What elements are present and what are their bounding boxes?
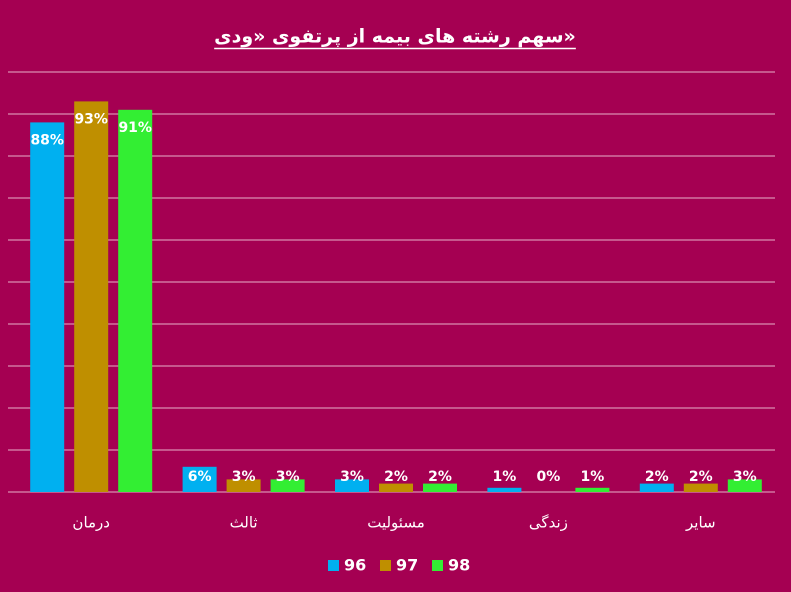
x-tick-label: زندگی xyxy=(529,514,568,532)
data-label: 6% xyxy=(188,469,212,485)
data-label: 0% xyxy=(537,469,561,485)
x-tick-label: درمان xyxy=(72,514,110,532)
bar xyxy=(270,479,305,492)
data-label: 2% xyxy=(689,469,713,485)
bar xyxy=(335,479,369,492)
bar xyxy=(30,122,65,493)
x-tick-label: سایر xyxy=(685,514,716,532)
x-tick-label: ثالث xyxy=(230,514,258,532)
bar xyxy=(575,487,610,492)
legend-swatch xyxy=(380,560,391,571)
legend-label: 98 xyxy=(448,556,470,575)
chart-title: سهم رشته های بیمه از پرتفوی «ودی» xyxy=(214,26,576,48)
bar xyxy=(182,466,217,492)
bar xyxy=(226,479,261,492)
data-label: 3% xyxy=(276,469,300,485)
bar xyxy=(74,101,109,493)
data-label: 2% xyxy=(645,469,669,485)
data-label: 2% xyxy=(384,469,408,485)
data-label: 3% xyxy=(232,469,256,485)
data-label: 1% xyxy=(493,469,517,485)
bar xyxy=(423,483,457,492)
legend-label: 97 xyxy=(396,556,418,575)
bar xyxy=(683,483,718,492)
bar xyxy=(379,483,413,492)
bar xyxy=(118,109,153,493)
data-label: 3% xyxy=(340,469,364,485)
data-label: 91% xyxy=(118,120,152,136)
x-tick-label: مسئولیت xyxy=(367,514,425,532)
data-label: 93% xyxy=(74,111,108,127)
bar xyxy=(487,487,522,492)
data-label: 2% xyxy=(428,469,452,485)
bar xyxy=(639,483,674,492)
legend-swatch xyxy=(432,560,443,571)
data-label: 1% xyxy=(581,469,605,485)
bar xyxy=(727,479,762,492)
data-label: 88% xyxy=(30,132,64,148)
legend-swatch xyxy=(328,560,339,571)
data-label: 3% xyxy=(733,469,757,485)
legend-label: 96 xyxy=(344,556,366,575)
